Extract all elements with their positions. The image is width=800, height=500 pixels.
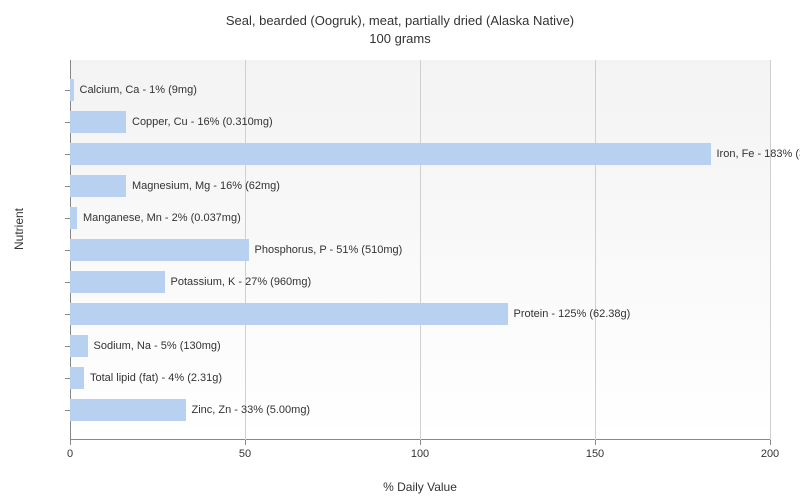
- nutrient-bar: [70, 399, 186, 421]
- bar-row: Protein - 125% (62.38g): [70, 303, 770, 325]
- bar-label: Potassium, K - 27% (960mg): [171, 276, 312, 288]
- nutrient-bar: [70, 79, 74, 101]
- bar-row: Iron, Fe - 183% (33.00mg): [70, 143, 770, 165]
- x-tick-label: 50: [239, 448, 251, 460]
- bar-label: Zinc, Zn - 33% (5.00mg): [192, 404, 311, 416]
- bar-label: Sodium, Na - 5% (130mg): [94, 340, 221, 352]
- grid-line: [770, 60, 771, 440]
- x-tick-label: 200: [761, 448, 779, 460]
- bar-label: Manganese, Mn - 2% (0.037mg): [83, 212, 241, 224]
- x-axis-label: % Daily Value: [70, 480, 770, 494]
- x-tick-label: 150: [586, 448, 604, 460]
- bar-row: Total lipid (fat) - 4% (2.31g): [70, 367, 770, 389]
- nutrient-bar: [70, 367, 84, 389]
- nutrient-bar: [70, 335, 88, 357]
- nutrient-bar: [70, 111, 126, 133]
- x-tick-label: 0: [67, 448, 73, 460]
- y-axis-label: Nutrient: [12, 208, 26, 250]
- plot-area: 050100150200Calcium, Ca - 1% (9mg)Copper…: [70, 60, 770, 440]
- x-tick-label: 100: [411, 448, 429, 460]
- x-tick-mark: [420, 440, 421, 445]
- nutrient-bar: [70, 239, 249, 261]
- title-line-2: 100 grams: [369, 31, 430, 46]
- bar-label: Copper, Cu - 16% (0.310mg): [132, 116, 273, 128]
- x-tick-mark: [770, 440, 771, 445]
- bar-label: Iron, Fe - 183% (33.00mg): [717, 148, 800, 160]
- title-line-1: Seal, bearded (Oogruk), meat, partially …: [226, 13, 574, 28]
- x-tick-mark: [245, 440, 246, 445]
- bar-row: Potassium, K - 27% (960mg): [70, 271, 770, 293]
- nutrient-bar: [70, 207, 77, 229]
- chart-title: Seal, bearded (Oogruk), meat, partially …: [0, 0, 800, 48]
- bar-label: Magnesium, Mg - 16% (62mg): [132, 180, 280, 192]
- bar-row: Phosphorus, P - 51% (510mg): [70, 239, 770, 261]
- bar-label: Protein - 125% (62.38g): [514, 308, 631, 320]
- x-tick-mark: [595, 440, 596, 445]
- bar-row: Calcium, Ca - 1% (9mg): [70, 79, 770, 101]
- bar-label: Calcium, Ca - 1% (9mg): [80, 84, 197, 96]
- nutrient-bar: [70, 175, 126, 197]
- bar-label: Phosphorus, P - 51% (510mg): [255, 244, 403, 256]
- bar-label: Total lipid (fat) - 4% (2.31g): [90, 372, 222, 384]
- bar-row: Magnesium, Mg - 16% (62mg): [70, 175, 770, 197]
- bar-row: Zinc, Zn - 33% (5.00mg): [70, 399, 770, 421]
- bar-row: Copper, Cu - 16% (0.310mg): [70, 111, 770, 133]
- bar-row: Sodium, Na - 5% (130mg): [70, 335, 770, 357]
- nutrient-bar: [70, 143, 711, 165]
- nutrient-bar: [70, 271, 165, 293]
- bar-row: Manganese, Mn - 2% (0.037mg): [70, 207, 770, 229]
- nutrient-chart: Seal, bearded (Oogruk), meat, partially …: [0, 0, 800, 500]
- nutrient-bar: [70, 303, 508, 325]
- x-tick-mark: [70, 440, 71, 445]
